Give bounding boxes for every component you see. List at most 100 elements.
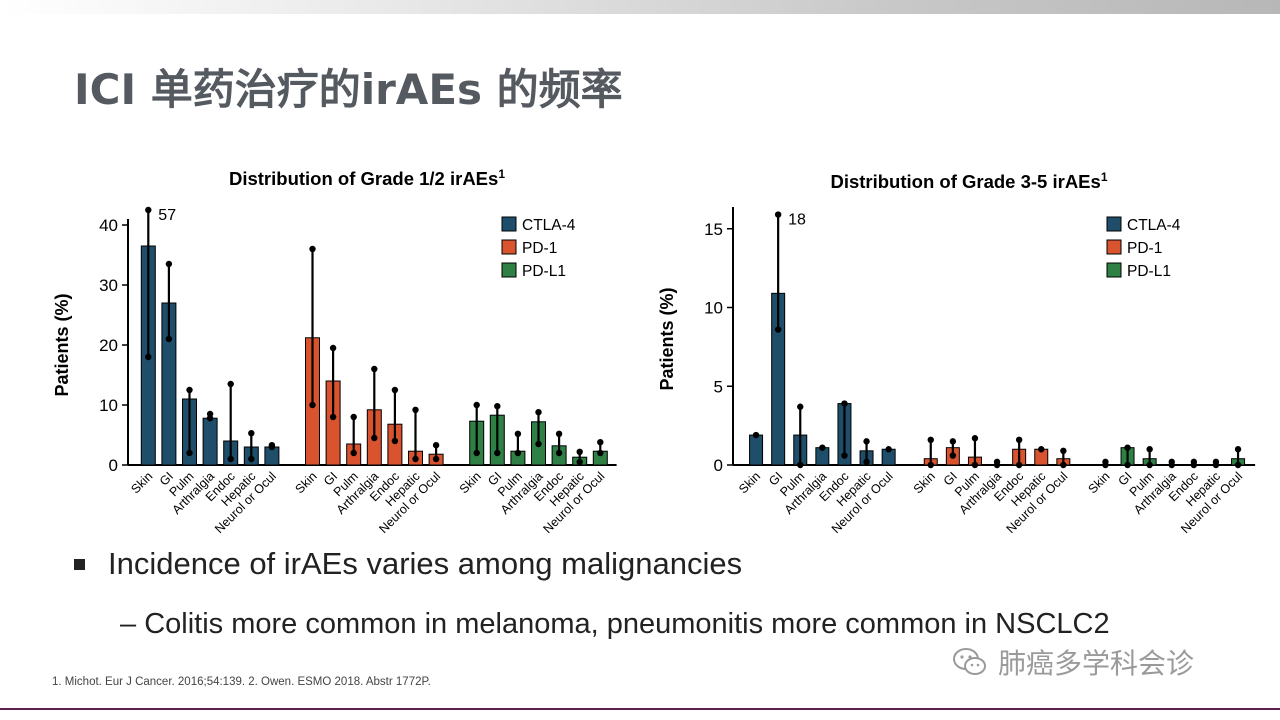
bottom-divider bbox=[0, 708, 1280, 710]
range-low-dot bbox=[797, 461, 804, 469]
range-high-dot bbox=[206, 410, 214, 418]
range-high-dot bbox=[227, 380, 234, 388]
range-high-dot bbox=[841, 400, 848, 407]
chart-title-text: Distribution of Grade 3-5 irAEs bbox=[830, 171, 1100, 192]
range-high-dot bbox=[1168, 458, 1175, 466]
range-high-dot bbox=[535, 409, 542, 416]
y-tick-label: 10 bbox=[704, 299, 723, 318]
legend-swatch bbox=[1106, 239, 1122, 255]
legend-label: CTLA-4 bbox=[1127, 217, 1181, 234]
range-low-dot bbox=[350, 449, 357, 457]
x-tick-label: Skin bbox=[128, 469, 155, 496]
range-low-dot bbox=[371, 434, 378, 442]
x-tick-label: Skin bbox=[457, 469, 484, 496]
grade-3-5-chart: Distribution of Grade 3-5 irAEs1 Patients… bbox=[657, 170, 1256, 536]
range-low-dot bbox=[949, 452, 957, 459]
range-low-dot bbox=[819, 444, 826, 451]
range-low-dot bbox=[391, 437, 399, 445]
chart-title: Distribution of Grade 3-5 irAEs1 bbox=[830, 170, 1107, 192]
sub-bullet-text: Colitis more common in melanoma, pneumon… bbox=[144, 608, 1110, 640]
range-low-dot bbox=[473, 449, 480, 457]
x-tick-label: Skin bbox=[1085, 469, 1112, 496]
legend-swatch bbox=[501, 216, 517, 232]
range-high-dot bbox=[971, 435, 979, 442]
bullet-text: Incidence of irAEs varies among malignan… bbox=[108, 546, 743, 581]
range-low-dot bbox=[186, 449, 193, 457]
range-high-dot bbox=[494, 403, 501, 410]
range-low-dot bbox=[227, 455, 234, 463]
watermark-text: 肺癌多学科会诊 bbox=[998, 647, 1195, 680]
slide-title: ICI 单药治疗的irAEs 的频率 bbox=[74, 65, 623, 114]
y-tick-label: 10 bbox=[99, 396, 118, 415]
y-axis-label: Patients (%) bbox=[657, 287, 677, 390]
range-low-dot bbox=[752, 431, 760, 439]
range-high-dot bbox=[1212, 458, 1220, 466]
range-high-dot bbox=[514, 430, 522, 437]
range-high-dot bbox=[186, 386, 193, 394]
chart-title-superscript: 1 bbox=[1101, 170, 1108, 184]
range-high-dot bbox=[1060, 447, 1067, 455]
y-axis-label: Patients (%) bbox=[52, 293, 72, 396]
range-low-dot bbox=[145, 353, 152, 361]
bullet-item: Incidence of irAEs varies among malignan… bbox=[74, 546, 742, 582]
x-tick-label: Skin bbox=[911, 469, 938, 496]
range-low-dot bbox=[1124, 461, 1131, 469]
legend-label: PD-L1 bbox=[522, 263, 566, 280]
range-high-dot bbox=[432, 442, 440, 449]
legend-label: CTLA-4 bbox=[522, 217, 576, 234]
y-tick-label: 40 bbox=[99, 216, 118, 235]
y-tick-label: 5 bbox=[714, 377, 723, 396]
dash-marker: – bbox=[120, 608, 137, 640]
range-high-dot bbox=[1102, 458, 1109, 466]
footnote: 1. Michot. Eur J Cancer. 2016;54:139. 2.… bbox=[52, 676, 431, 688]
range-low-dot bbox=[1038, 446, 1045, 453]
range-low-dot bbox=[1060, 461, 1067, 469]
y-tick-label: 0 bbox=[714, 456, 723, 475]
legend-label: PD-L1 bbox=[1127, 263, 1171, 280]
range-low-dot bbox=[432, 455, 440, 463]
range-high-dot bbox=[863, 438, 870, 445]
range-high-dot bbox=[774, 211, 782, 218]
range-high-dot bbox=[597, 439, 604, 446]
range-low-dot bbox=[514, 449, 522, 457]
bar bbox=[749, 434, 764, 466]
range-high-dot bbox=[309, 245, 316, 253]
range-high-dot bbox=[949, 438, 957, 445]
range-high-dot bbox=[412, 406, 419, 413]
range-low-dot bbox=[597, 449, 604, 457]
range-low-dot bbox=[885, 446, 892, 453]
range-low-dot bbox=[576, 458, 583, 466]
range-high-dot bbox=[1146, 446, 1153, 453]
legend-label: PD-1 bbox=[1127, 240, 1162, 257]
range-high-dot bbox=[268, 442, 276, 449]
range-high-dot bbox=[329, 344, 337, 352]
y-tick-label: 15 bbox=[704, 220, 723, 239]
data-annotation: 57 bbox=[158, 207, 176, 224]
range-high-dot bbox=[555, 430, 563, 437]
chart-title-superscript: 1 bbox=[498, 167, 505, 181]
range-high-dot bbox=[1234, 446, 1242, 453]
chart-title-text: Distribution of Grade 1/2 irAEs bbox=[229, 168, 498, 189]
range-low-dot bbox=[1146, 461, 1153, 469]
range-low-dot bbox=[309, 401, 316, 409]
wechat-icon bbox=[953, 648, 986, 675]
range-high-dot bbox=[473, 401, 480, 409]
range-low-dot bbox=[412, 455, 419, 463]
range-low-dot bbox=[927, 461, 934, 469]
range-high-dot bbox=[797, 403, 804, 410]
x-tick-label: Skin bbox=[293, 469, 320, 496]
range-high-dot bbox=[993, 458, 1001, 466]
range-low-dot bbox=[1234, 461, 1242, 469]
range-high-dot bbox=[1124, 444, 1131, 451]
range-high-dot bbox=[927, 436, 934, 443]
range-low-dot bbox=[329, 413, 337, 421]
range-high-dot bbox=[248, 430, 255, 437]
top-gradient-bar bbox=[0, 0, 1280, 14]
legend-swatch bbox=[501, 239, 517, 255]
range-low-dot bbox=[1015, 461, 1023, 469]
legend-label: PD-1 bbox=[522, 240, 557, 257]
range-high-dot bbox=[371, 365, 378, 373]
range-high-dot bbox=[165, 260, 173, 268]
range-low-dot bbox=[863, 458, 870, 466]
range-high-dot bbox=[350, 413, 357, 421]
